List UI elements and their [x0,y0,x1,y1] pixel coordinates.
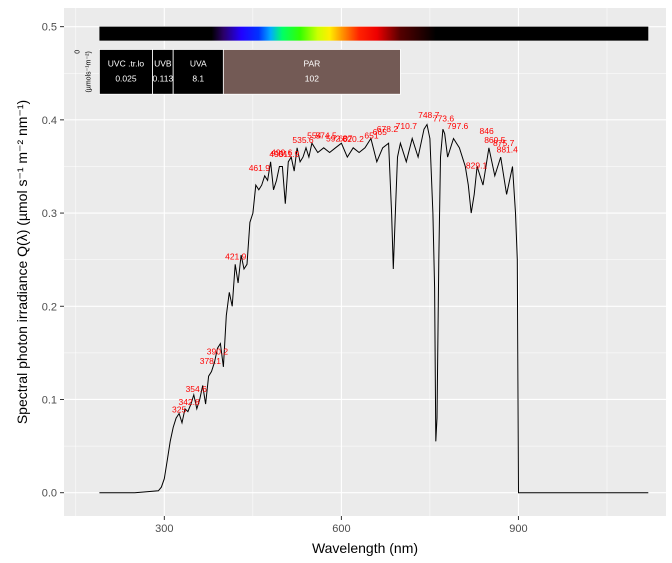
band-value: 0.113 [153,74,174,84]
peak-label: 797.6 [447,121,469,131]
peak-label: 710.7 [396,121,418,131]
x-tick-label: 300 [155,523,173,535]
spectrum-line [99,123,649,494]
peak-label: 665 [373,127,387,137]
peak-label: 678.2 [377,124,399,134]
peak-label: 592.8 [326,133,348,143]
band-value: 102 [305,74,319,84]
axis-ticks: 300 600 900 0.0 0.1 0.2 0.3 0.4 0.5 [42,22,528,535]
band-box [222,49,401,95]
y-axis-title: Spectral photon irradiance Q(λ) (µmol s⁻… [14,100,30,424]
y-tick-label: 0.0 [42,488,57,500]
band-name: UVA [190,58,207,68]
x-tick-label: 600 [332,523,350,535]
band-box [172,49,224,95]
peak-label: 881.4 [497,144,519,154]
y-tick-label: 0.4 [42,115,57,127]
y-tick-label: 0.3 [42,208,57,220]
y-tick-label: 0.2 [42,301,57,313]
band-side-unit: (µmols⁻¹m⁻²) [86,51,93,92]
band-name: UVC .tr.lo [108,58,145,68]
y-tick-label: 0.1 [42,394,57,406]
band-name: UVB [154,58,172,68]
peak-label: 354.6 [186,384,208,394]
peak-label: 607 [338,133,352,143]
band-box [99,49,153,95]
x-tick-label: 900 [509,523,527,535]
band-side-value: 0 [75,50,82,54]
band-value: 8.1 [192,74,204,84]
peak-label: 342.8 [178,397,200,407]
peak-label: 421.9 [225,252,247,262]
peak-label: 748.7 [418,110,440,120]
peak-label: 461.9 [249,163,271,173]
peak-label: 574.5 [315,130,337,140]
peak-label: 860.5 [484,135,506,145]
band-box [152,49,174,95]
colour-bar-rect [99,26,649,41]
peak-label: 325 [172,405,186,415]
peak-label: 875.7 [493,138,515,148]
peak-label: 535.6 [292,135,314,145]
band-value: 0.025 [115,74,137,84]
peak-label: 511.9 [279,149,300,159]
band-name: PAR [303,58,320,68]
peak-label: 390.2 [207,347,229,357]
x-axis-title: Wavelength (nm) [312,540,418,556]
wavelength-colour-bar [99,26,649,41]
peak-label: 378.1 [200,356,222,366]
peak-label: 773.6 [433,114,455,124]
peak-label: 499.6 [271,147,293,157]
peak-label: 846 [479,126,493,136]
peak-label: 829.1 [466,160,488,170]
peak-label: 651 [364,130,378,140]
peak-label: 490 [269,149,283,159]
y-tick-label: 0.5 [42,22,57,34]
peak-label: 554 [307,130,321,140]
waveband-summary-panel: UVC .tr.lo 0.025 UVB 0.113 UVA 8.1 PAR 102 0 (µmo… [75,49,401,95]
peak-label: 620.2 [343,134,365,144]
